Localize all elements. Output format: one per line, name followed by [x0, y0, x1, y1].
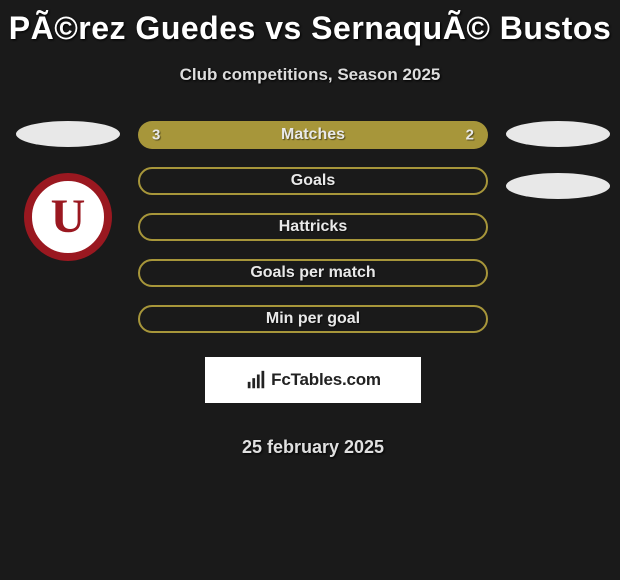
comparison-card: PÃ©rez Guedes vs SernaquÃ© Bustos Club c… — [0, 0, 620, 458]
stat-label: Goals — [291, 172, 335, 190]
left-club-logo: U — [24, 173, 112, 261]
right-club-placeholder-icon — [506, 173, 610, 199]
left-player-col: U — [8, 121, 128, 261]
right-player-placeholder-icon — [506, 121, 610, 147]
stat-row-goals-per-match: Goals per match — [138, 259, 488, 287]
date-label: 25 february 2025 — [242, 437, 384, 458]
brand-label: FcTables.com — [271, 370, 381, 390]
bar-chart-icon — [245, 369, 267, 391]
page-title: PÃ©rez Guedes vs SernaquÃ© Bustos — [8, 10, 612, 47]
stat-left-value: 3 — [152, 127, 160, 144]
stat-row-matches: 3 Matches 2 — [138, 121, 488, 149]
left-club-logo-letter: U — [51, 193, 86, 241]
stat-label: Hattricks — [279, 218, 347, 236]
left-player-placeholder-icon — [16, 121, 120, 147]
stat-label: Goals per match — [250, 264, 375, 282]
page-subtitle: Club competitions, Season 2025 — [8, 65, 612, 85]
body-grid: U 3 Matches 2 Goals Hattricks G — [8, 121, 612, 458]
stat-label: Min per goal — [266, 310, 360, 328]
stat-row-goals: Goals — [138, 167, 488, 195]
stat-label: Matches — [281, 126, 345, 144]
brand-box[interactable]: FcTables.com — [205, 357, 421, 403]
stat-row-min-per-goal: Min per goal — [138, 305, 488, 333]
stat-right-value: 2 — [466, 127, 474, 144]
right-player-col — [498, 121, 618, 199]
stat-row-hattricks: Hattricks — [138, 213, 488, 241]
stats-column: 3 Matches 2 Goals Hattricks Goals per ma… — [138, 121, 488, 458]
